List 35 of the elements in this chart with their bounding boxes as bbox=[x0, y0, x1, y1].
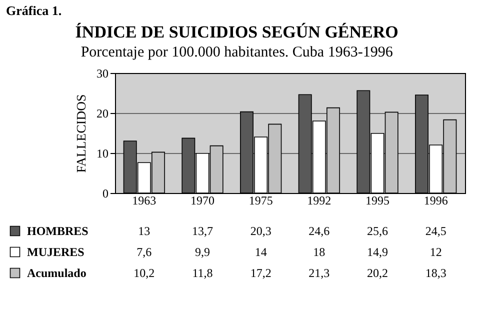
legend-label: MUJERES bbox=[27, 245, 85, 259]
data-label: 10,2 bbox=[134, 266, 155, 280]
x-tick-label: 1995 bbox=[366, 194, 390, 208]
y-tick-label: 10 bbox=[96, 146, 108, 160]
data-label: 13 bbox=[138, 224, 150, 238]
data-label: 14 bbox=[254, 245, 267, 259]
legend-label: Acumulado bbox=[27, 266, 86, 280]
text: Gráfica 1. bbox=[6, 3, 62, 18]
y-tick-label: 30 bbox=[96, 66, 108, 80]
data-label: 24,6 bbox=[308, 224, 330, 238]
x-tick-label: 1970 bbox=[190, 194, 214, 208]
data-label: 20,2 bbox=[367, 266, 388, 280]
data-label: 9,9 bbox=[195, 245, 210, 259]
data-label: 25,6 bbox=[367, 224, 388, 238]
chart-subtitle: Porcentaje por 100.000 habitantes. Cuba 1963-1996 bbox=[80, 44, 394, 60]
y-tick-label: 0 bbox=[102, 186, 108, 200]
x-tick-label: 1992 bbox=[307, 194, 332, 208]
chart-title: ÍNDICE DE SUICIDIOS SEGÚN GÉNERO bbox=[75, 22, 398, 42]
y-tick-label: 20 bbox=[96, 106, 108, 120]
x-tick-label: 1996 bbox=[424, 194, 448, 208]
data-label: 7,6 bbox=[136, 245, 152, 259]
data-label: 18,3 bbox=[425, 266, 446, 280]
data-label: 21,3 bbox=[308, 266, 330, 280]
data-label: 17,2 bbox=[250, 266, 272, 280]
y-axis-title: FALLECIDOS bbox=[74, 94, 88, 173]
x-tick-label: 1975 bbox=[248, 194, 273, 208]
x-tick-label: 1963 bbox=[132, 194, 156, 208]
data-label: 11,8 bbox=[192, 266, 213, 280]
data-label: 13,7 bbox=[192, 224, 213, 238]
legend-label: HOMBRES bbox=[27, 224, 89, 238]
data-label: 12 bbox=[430, 245, 442, 259]
data-label: 18 bbox=[313, 245, 326, 259]
data-label: 20,3 bbox=[250, 224, 272, 238]
data-label: 14,9 bbox=[367, 245, 388, 259]
data-label: 24,5 bbox=[425, 224, 446, 238]
